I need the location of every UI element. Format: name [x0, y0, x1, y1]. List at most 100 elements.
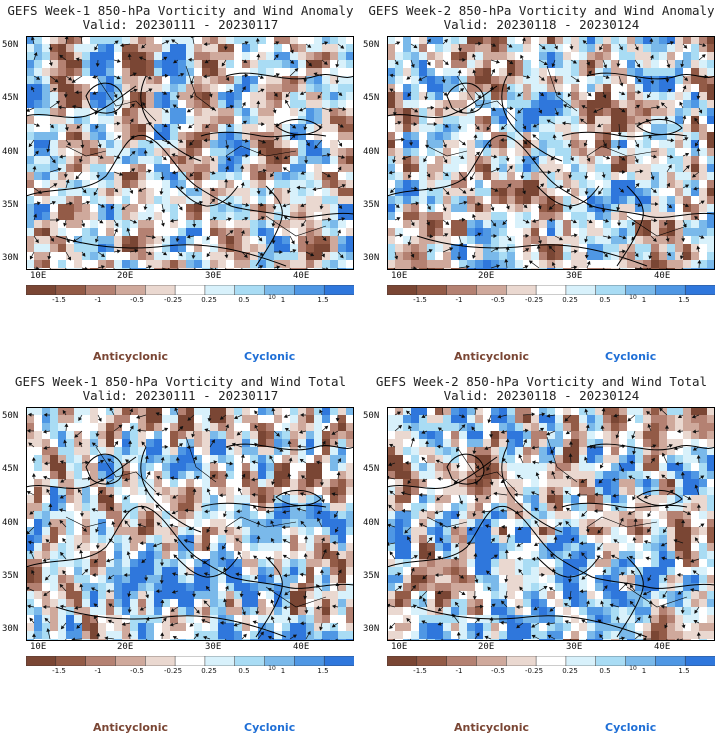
vorticity-cell [42, 415, 50, 423]
vorticity-cell [114, 140, 122, 148]
colorbar-swatch [684, 285, 715, 295]
vorticity-cell [250, 164, 258, 172]
vorticity-cell [643, 172, 651, 180]
vorticity-cell [451, 116, 459, 124]
vorticity-cell [202, 487, 210, 495]
vorticity-cell [322, 543, 330, 551]
vorticity-cell [555, 84, 563, 92]
vorticity-cell [443, 84, 451, 92]
vorticity-cell [346, 188, 354, 196]
vorticity-cell [467, 180, 475, 188]
vorticity-cell [298, 503, 306, 511]
vorticity-cell [106, 423, 114, 431]
vorticity-cell [226, 116, 234, 124]
vorticity-cell [74, 583, 82, 591]
vorticity-cell [162, 599, 170, 607]
vorticity-cell [587, 228, 595, 236]
vorticity-cell [475, 68, 483, 76]
vorticity-cell [274, 188, 282, 196]
vorticity-cell [74, 455, 82, 463]
wind-arrow-head [300, 203, 305, 207]
vorticity-cell [194, 196, 202, 204]
vorticity-cell [635, 204, 643, 212]
vorticity-cell [106, 415, 114, 423]
vorticity-cell [539, 36, 547, 44]
border [95, 75, 157, 122]
vorticity-cell [595, 180, 603, 188]
vorticity-cell [667, 148, 675, 156]
vorticity-cell [170, 172, 178, 180]
vorticity-cell [250, 172, 258, 180]
vorticity-cell [210, 60, 218, 68]
vorticity-cell [234, 591, 242, 599]
vorticity-cell [34, 447, 42, 455]
vorticity-cell [579, 212, 587, 220]
vorticity-cell [106, 172, 114, 180]
vorticity-cell [98, 44, 106, 52]
wind-arrow-head [119, 43, 124, 48]
vorticity-cell [74, 260, 82, 268]
colorbar [26, 285, 354, 295]
vorticity-cell [202, 631, 210, 639]
vorticity-cell [274, 100, 282, 108]
vorticity-cell [114, 471, 122, 479]
vorticity-cell [314, 148, 322, 156]
vorticity-cell [106, 148, 114, 156]
colorbar-swatch [565, 285, 597, 295]
vorticity-cell [419, 124, 427, 132]
vorticity-cell [154, 108, 162, 116]
vorticity-cell [290, 511, 298, 519]
colorbar-swatch [174, 285, 206, 295]
vorticity-cell [403, 84, 411, 92]
vorticity-cell [34, 36, 42, 44]
vorticity-cell [274, 164, 282, 172]
vorticity-cell [547, 164, 555, 172]
wind-arrow-head [93, 191, 98, 196]
vorticity-cell [675, 84, 683, 92]
vorticity-cell [170, 124, 178, 132]
vorticity-cell [475, 108, 483, 116]
vorticity-cell [114, 551, 122, 559]
vorticity-cell [242, 220, 250, 228]
vorticity-cell [34, 180, 42, 188]
wind-arrow-head [584, 238, 589, 243]
vorticity-cell [579, 204, 587, 212]
wind-arrow-head [605, 75, 610, 79]
vorticity-cell [50, 236, 58, 244]
vorticity-cell [234, 471, 242, 479]
vorticity-cell [114, 607, 122, 615]
vorticity-cell [26, 84, 34, 92]
vorticity-cell [186, 503, 194, 511]
vorticity-cell [403, 172, 411, 180]
vorticity-cell [346, 519, 354, 527]
vorticity-cell [579, 92, 587, 100]
vorticity-cell [282, 68, 290, 76]
wind-arrow-head [684, 203, 690, 208]
wind-arrow-head [242, 86, 246, 91]
wind-arrow-head [494, 188, 499, 192]
vorticity-cell [250, 535, 258, 543]
vorticity-cell [306, 76, 314, 84]
colorbar-tick: -1.5 [52, 296, 66, 304]
vorticity-cell [419, 156, 427, 164]
vorticity-cell [186, 471, 194, 479]
vorticity-cell [595, 92, 603, 100]
wind-arrow-head [554, 111, 559, 116]
vorticity-cell [226, 164, 234, 172]
vorticity-cell [242, 68, 250, 76]
vorticity-cell [226, 495, 234, 503]
vorticity-cell [194, 52, 202, 60]
vorticity-cell [114, 164, 122, 172]
vorticity-cell [122, 228, 130, 236]
vorticity-cell [451, 196, 459, 204]
vorticity-cell [699, 92, 707, 100]
vorticity-cell [322, 471, 330, 479]
vorticity-cell [114, 591, 122, 599]
vorticity-cell [98, 132, 106, 140]
vorticity-cell [338, 156, 346, 164]
wind-arrow-head [171, 170, 176, 175]
vorticity-cell [42, 196, 50, 204]
wind-arrow-head [230, 104, 234, 109]
wind-arrow-head [538, 109, 543, 114]
vorticity-cell [531, 148, 539, 156]
